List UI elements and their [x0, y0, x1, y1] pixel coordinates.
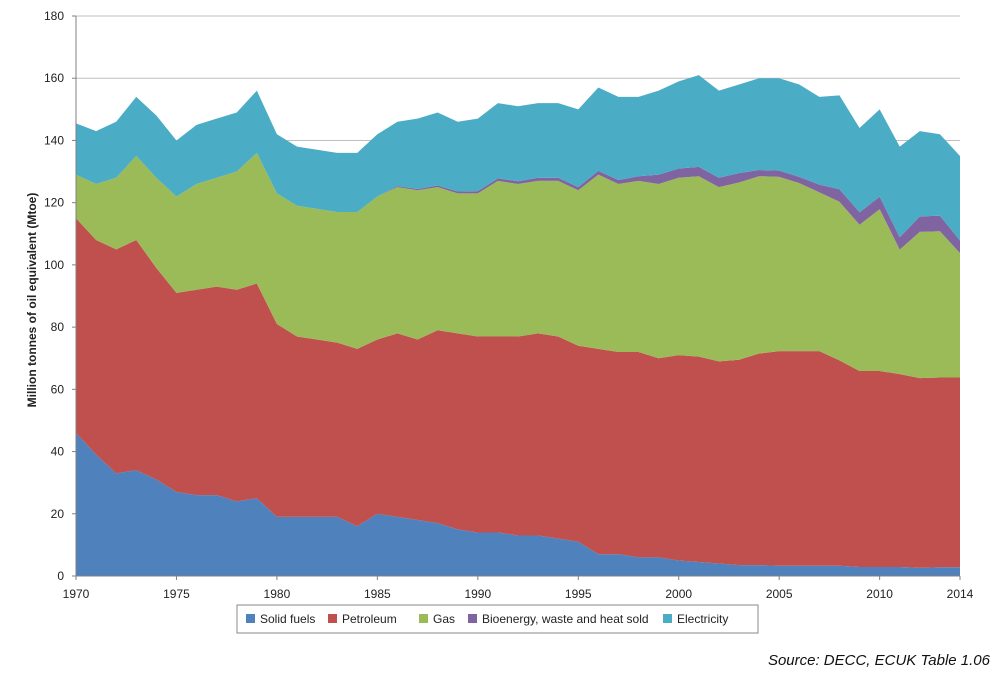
- y-tick-label-140: 140: [44, 133, 64, 147]
- legend-swatch-solid-fuels: [246, 614, 255, 623]
- x-tick-label-1995: 1995: [565, 587, 592, 601]
- area-petroleum: [76, 218, 960, 568]
- x-tick-label-2005: 2005: [766, 587, 793, 601]
- source-note: Source: DECC, ECUK Table 1.06: [768, 652, 991, 669]
- y-tick-label-180: 180: [44, 9, 64, 23]
- legend-label-electricity: Electricity: [677, 612, 728, 626]
- axes: 0 20 40 60 80 100 120 140 160 180 1970 1975 1980 1985…: [44, 9, 974, 601]
- legend-swatch-electricity: [663, 614, 672, 623]
- x-tick-label-1985: 1985: [364, 587, 391, 601]
- legend-swatch-gas: [419, 614, 428, 623]
- legend-swatch-bioenergy-waste-and-heat-sold: [468, 614, 477, 623]
- x-tick-label-1980: 1980: [264, 587, 291, 601]
- y-tick-label-40: 40: [51, 445, 65, 459]
- x-tick-label-1975: 1975: [163, 587, 190, 601]
- area-solid-fuels: [76, 432, 960, 576]
- legend-swatch-petroleum: [328, 614, 337, 623]
- y-tick-label-100: 100: [44, 258, 64, 272]
- y-axis-label: Million tonnes of oil equivalent (Mtoe): [25, 193, 39, 408]
- y-tick-label-160: 160: [44, 71, 64, 85]
- x-tick-label-2010: 2010: [866, 587, 893, 601]
- x-tick-label-1990: 1990: [464, 587, 491, 601]
- area-series: [76, 75, 960, 576]
- area-bioenergy-waste-and-heat-sold: [76, 152, 960, 254]
- x-tick-label-2000: 2000: [665, 587, 692, 601]
- y-tick-label-120: 120: [44, 196, 64, 210]
- x-tick-label-2014: 2014: [947, 587, 974, 601]
- legend-label-bioenergy-waste-and-heat-sold: Bioenergy, waste and heat sold: [482, 612, 649, 626]
- x-tick-label-1970: 1970: [63, 587, 90, 601]
- legend-label-gas: Gas: [433, 612, 455, 626]
- y-tick-label-0: 0: [57, 569, 64, 583]
- y-tick-label-60: 60: [51, 382, 65, 396]
- y-tick-label-80: 80: [51, 320, 65, 334]
- legend-label-petroleum: Petroleum: [342, 612, 397, 626]
- area-gas: [76, 152, 960, 379]
- y-tick-label-20: 20: [51, 507, 65, 521]
- legend: Solid fuels Petroleum Gas Bioenergy, waste …: [236, 604, 759, 634]
- area-electricity: [76, 75, 960, 241]
- legend-label-solid-fuels: Solid fuels: [260, 612, 315, 626]
